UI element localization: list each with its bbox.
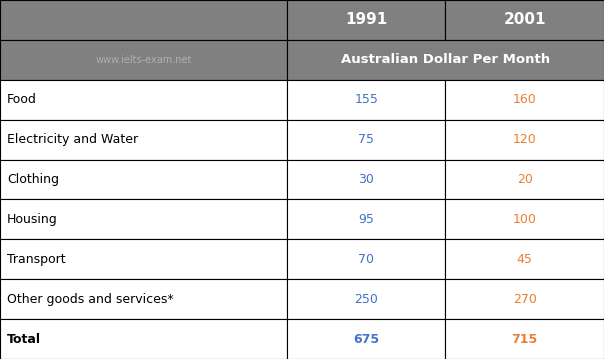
Text: 250: 250 xyxy=(354,293,378,306)
Bar xyxy=(446,80,604,120)
Text: 75: 75 xyxy=(358,133,374,146)
Bar xyxy=(0,120,287,159)
Bar xyxy=(287,279,446,319)
Bar xyxy=(0,80,287,120)
Text: 95: 95 xyxy=(358,213,374,226)
Bar xyxy=(0,239,287,279)
Text: 160: 160 xyxy=(513,93,536,106)
Bar xyxy=(446,239,604,279)
Text: Electricity and Water: Electricity and Water xyxy=(7,133,138,146)
Text: Transport: Transport xyxy=(7,253,66,266)
Bar xyxy=(446,0,604,40)
Bar xyxy=(287,200,446,239)
Text: 715: 715 xyxy=(512,332,538,346)
Bar xyxy=(0,40,287,80)
Bar xyxy=(0,279,287,319)
Text: 155: 155 xyxy=(354,93,378,106)
Bar xyxy=(446,200,604,239)
Bar xyxy=(0,319,287,359)
Bar xyxy=(0,0,287,40)
Bar xyxy=(446,120,604,159)
Bar xyxy=(287,120,446,159)
Bar xyxy=(287,80,446,120)
Bar xyxy=(287,0,446,40)
Text: 270: 270 xyxy=(513,293,537,306)
Text: Clothing: Clothing xyxy=(7,173,59,186)
Text: Australian Dollar Per Month: Australian Dollar Per Month xyxy=(341,53,550,66)
Bar xyxy=(287,239,446,279)
Text: 2001: 2001 xyxy=(504,13,546,27)
Text: 100: 100 xyxy=(513,213,537,226)
Text: www.ielts-exam.net: www.ielts-exam.net xyxy=(95,55,191,65)
Bar xyxy=(446,159,604,200)
Bar xyxy=(287,40,604,80)
Text: Food: Food xyxy=(7,93,37,106)
Text: Housing: Housing xyxy=(7,213,58,226)
Text: 1991: 1991 xyxy=(345,13,387,27)
Bar xyxy=(446,279,604,319)
Text: 20: 20 xyxy=(517,173,533,186)
Bar xyxy=(0,159,287,200)
Text: 675: 675 xyxy=(353,332,379,346)
Bar xyxy=(287,319,446,359)
Bar xyxy=(287,159,446,200)
Text: 70: 70 xyxy=(358,253,374,266)
Bar xyxy=(0,200,287,239)
Text: 45: 45 xyxy=(517,253,533,266)
Text: Other goods and services*: Other goods and services* xyxy=(7,293,174,306)
Bar xyxy=(446,319,604,359)
Text: Total: Total xyxy=(7,332,41,346)
Text: 30: 30 xyxy=(358,173,374,186)
Text: 120: 120 xyxy=(513,133,536,146)
